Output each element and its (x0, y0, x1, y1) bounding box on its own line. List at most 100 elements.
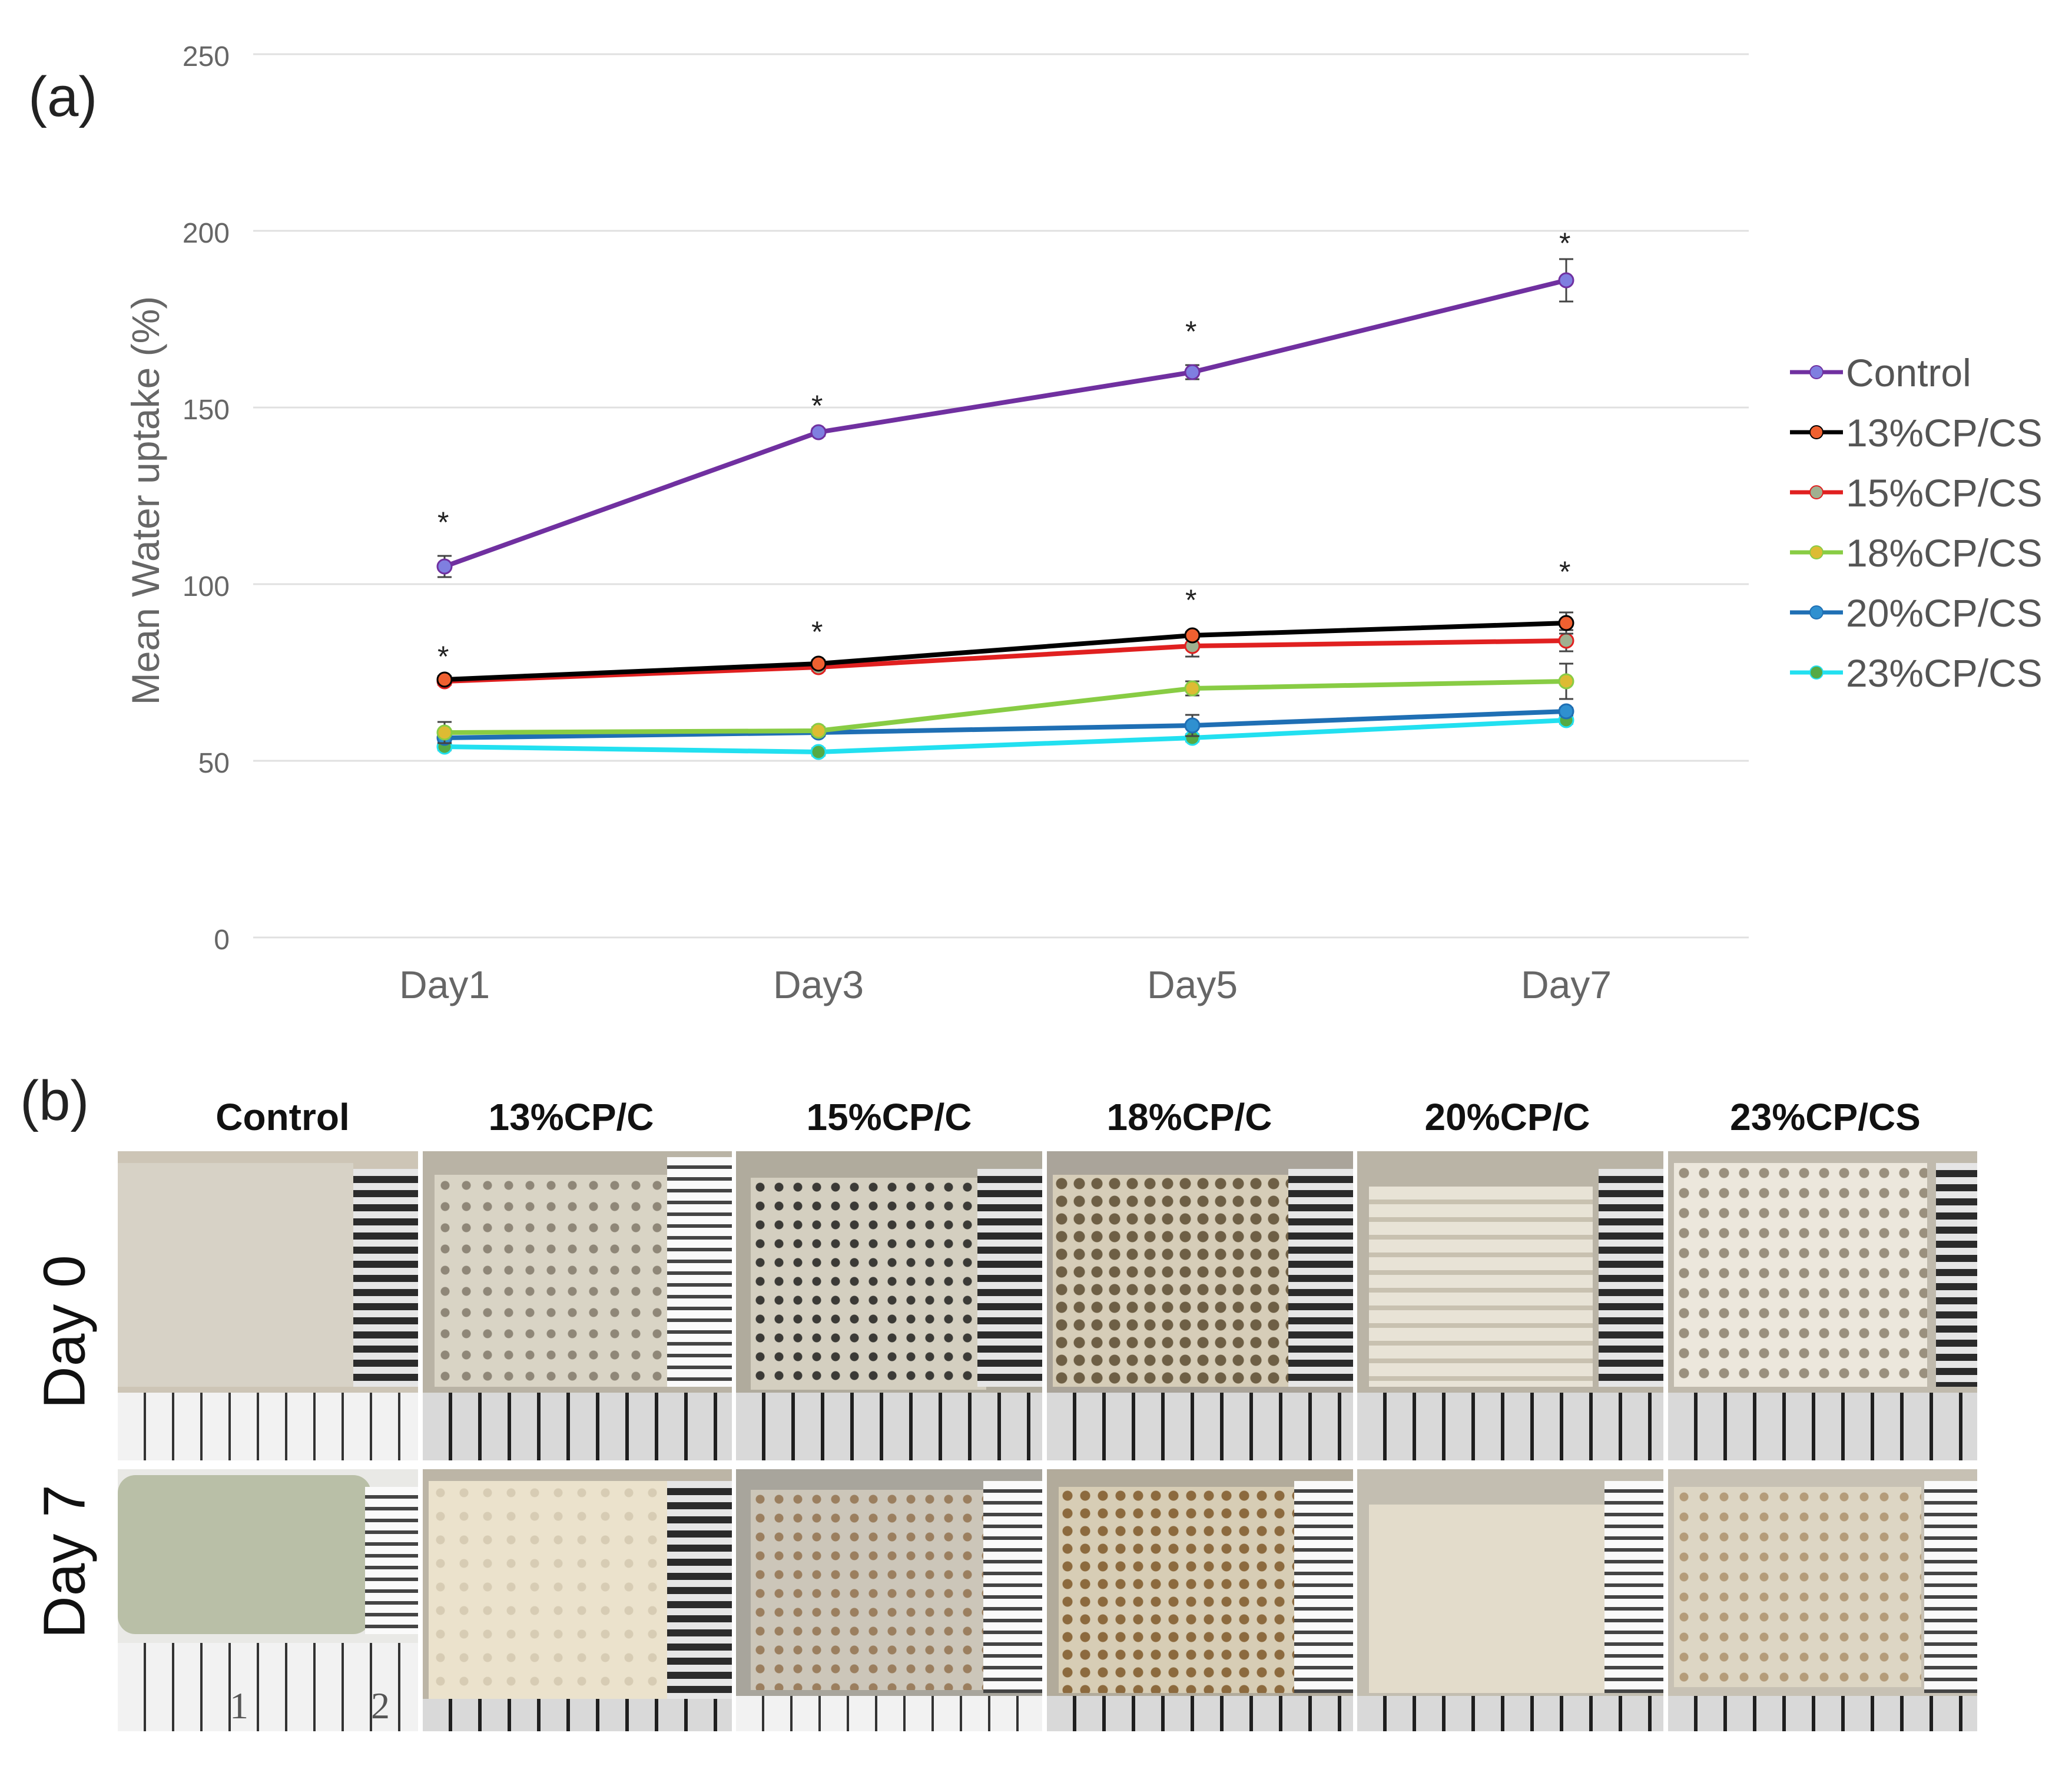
series-line (444, 718, 1567, 754)
photo-day0-18cp (1047, 1151, 1353, 1460)
data-point (1558, 632, 1574, 649)
column-label-13cp: 13%CP/C (488, 1096, 654, 1138)
column-label-15cp: 15%CP/C (806, 1096, 972, 1138)
photo-day0-20cp (1357, 1151, 1663, 1460)
ruler-vertical (1604, 1481, 1663, 1693)
photo-day0-15cp (736, 1151, 1042, 1460)
significance-annotations: * * * * * * * * (437, 227, 1570, 673)
significance-star: * (811, 389, 823, 422)
legend-item: 13%CP/CS (1790, 411, 2043, 455)
significance-star: * (1559, 227, 1570, 260)
scaffold-23cp-day7 (1674, 1487, 1921, 1687)
x-tick-label: Day5 (1147, 963, 1238, 1006)
legend-swatch-marker (1809, 425, 1824, 439)
ruler-horizontal (423, 1699, 732, 1731)
ruler-vertical (977, 1169, 1042, 1387)
photo-day7-20cp (1357, 1469, 1663, 1731)
ruler-horizontal (1357, 1696, 1663, 1731)
ruler-number-2: 2 (371, 1685, 390, 1727)
series-line (444, 709, 1567, 740)
significance-star: * (437, 506, 449, 539)
data-point (1558, 673, 1574, 690)
series-line (444, 638, 1567, 684)
series-18-cp-cs (436, 662, 1574, 744)
legend-label: 13%CP/CS (1846, 411, 2043, 455)
y-tick-label: 200 (183, 218, 230, 249)
scaffold-control-day0 (118, 1163, 353, 1387)
ruler-horizontal (736, 1393, 1042, 1460)
y-axis-ticks: 0 50 100 150 200 250 (183, 41, 230, 956)
column-label-20cp: 20%CP/C (1424, 1096, 1590, 1138)
photo-day7-23cp (1668, 1469, 1977, 1731)
data-point (436, 724, 453, 741)
chart-legend: Control 13%CP/CS 15%CP/CS 18%CP/CS 20%CP/CS 2… (1790, 351, 2043, 695)
y-tick-label: 50 (198, 748, 230, 779)
ruler-horizontal (1668, 1696, 1977, 1731)
photo-day7-13cp (423, 1469, 732, 1731)
data-point (1184, 680, 1201, 697)
chart-gridlines (253, 53, 1749, 939)
series-13-cp-cs (436, 611, 1574, 688)
column-label-18cp: 18%CP/C (1106, 1096, 1272, 1138)
scaffold-20cp-day7 (1369, 1505, 1604, 1693)
legend-swatch-marker (1809, 485, 1824, 499)
legend-swatch-marker (1809, 545, 1824, 559)
x-tick-label: Day7 (1521, 963, 1612, 1006)
significance-star: * (1185, 315, 1196, 348)
x-tick-label: Day1 (399, 963, 490, 1006)
ruler-vertical (1924, 1481, 1977, 1693)
legend-swatch-marker (1809, 365, 1824, 379)
significance-star: * (811, 615, 823, 648)
scaffold-18cp-day0 (1053, 1175, 1288, 1387)
legend-item: 18%CP/CS (1790, 531, 2043, 575)
ruler-vertical (365, 1487, 418, 1634)
y-tick-label: 0 (214, 925, 230, 956)
scaffold-20cp-day0 (1369, 1187, 1593, 1387)
data-point (810, 723, 827, 739)
data-point (810, 655, 827, 672)
column-label-23cp: 23%CP/CS (1730, 1096, 1921, 1138)
scaffold-15cp-day7 (751, 1490, 986, 1690)
scaffold-23cp-day0 (1674, 1163, 1927, 1387)
legend-item: 23%CP/CS (1790, 651, 2043, 695)
ruler-vertical (1936, 1163, 1977, 1387)
data-point (1558, 615, 1574, 631)
legend-swatch-marker (1809, 665, 1824, 680)
legend-label: 18%CP/CS (1846, 531, 2043, 575)
ruler-horizontal (1047, 1393, 1353, 1460)
data-point (1558, 703, 1574, 720)
photo-day7-15cp (736, 1469, 1042, 1731)
y-tick-label: 250 (183, 41, 230, 72)
ruler-horizontal (118, 1393, 418, 1460)
data-point (1184, 364, 1201, 380)
photo-day0-23cp (1668, 1151, 1977, 1460)
scaffold-13cp-day7 (429, 1481, 676, 1699)
series-line (444, 621, 1567, 682)
scaffold-13cp-day0 (435, 1175, 670, 1387)
row-label-day7: Day 7 (31, 1485, 98, 1639)
row-label-day0: Day 0 (31, 1255, 98, 1409)
data-point (436, 671, 453, 688)
ruler-vertical (1294, 1481, 1353, 1693)
data-point (810, 424, 827, 440)
panel-a-label: (a) (28, 65, 98, 128)
ruler-vertical (667, 1481, 732, 1699)
legend-item: 20%CP/CS (1790, 591, 2043, 635)
legend-swatch-marker (1809, 605, 1824, 619)
series-line (443, 278, 1567, 569)
ruler-horizontal (736, 1696, 1042, 1731)
ruler-horizontal (1047, 1696, 1353, 1731)
ruler-vertical (353, 1169, 418, 1387)
significance-star: * (437, 640, 449, 673)
ruler-vertical (667, 1157, 732, 1387)
panel-b-label: (b) (20, 1069, 89, 1132)
data-point (1558, 272, 1574, 289)
data-point (436, 558, 453, 575)
legend-label: 23%CP/CS (1846, 651, 2043, 695)
data-point (810, 744, 827, 760)
photo-day0-13cp (423, 1151, 732, 1460)
series-line (444, 679, 1567, 735)
legend-item: 15%CP/CS (1790, 471, 2043, 515)
series-15-cp-cs (436, 629, 1574, 690)
